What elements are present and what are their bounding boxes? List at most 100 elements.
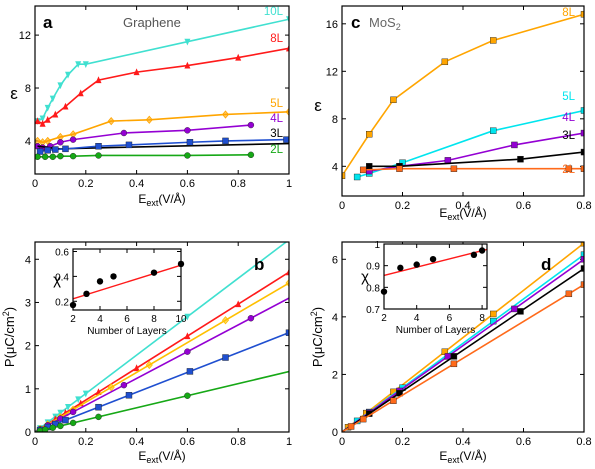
panel-d-label: d [541,255,551,274]
x-tick-label: 0.2 [395,436,410,448]
series-group [342,242,584,432]
series-label: 3L [562,130,575,142]
data-point [95,403,102,411]
data-point [44,146,51,154]
data-point [95,143,102,150]
y-tick-label: 12 [19,30,31,42]
data-point [342,172,346,180]
data-point [580,242,584,247]
data-point [184,313,191,321]
data-point [107,383,115,392]
inset-data-point [110,273,117,280]
data-point [490,127,497,134]
data-point [41,153,49,161]
x-tick-label: 6 [124,314,130,325]
y-tick-label: 16 [326,19,338,31]
y-axis-label: ε [10,84,18,103]
panel-d-mos2-polarization: 0 0.2 0.4 0.6 0.8 0 2 4 6 2 4 6 8 0.7 0.8 0.9 1 Number of… [309,240,592,465]
series-line [342,267,584,432]
data-point [35,153,41,161]
data-point [77,89,84,97]
data-point [580,251,584,258]
series-label: 3L [270,128,283,140]
x-axis-label: Eext(V/Å) [439,448,486,465]
data-point [62,416,69,424]
inset-background [384,244,487,309]
data-point [359,415,367,423]
data-point [580,11,584,18]
panel-a-label: a [43,13,53,32]
panel-c-title: MoS2 [369,15,401,32]
data-point [235,53,242,61]
data-point [49,424,56,431]
x-tick-label: 8 [151,314,157,325]
series-line [35,271,289,432]
series-line [37,154,251,158]
inset-data-point [83,290,90,298]
y-axis-label: ε [314,96,322,115]
data-point [184,348,191,355]
x-tick-label: 0.4 [129,178,144,190]
y-tick-label: 4 [25,254,31,266]
y-tick-label: 4 [332,312,338,324]
data-point [580,265,584,272]
x-tick-label: 0.2 [78,436,93,448]
data-point [145,360,153,370]
data-point [247,315,255,322]
x-tick-label: 0.6 [180,178,195,190]
data-point [184,332,191,340]
data-point [285,278,289,288]
x-tick-label: 0 [339,436,345,448]
data-point [35,117,41,125]
series-group [35,16,289,161]
data-point [36,148,44,155]
y-tick-label: 0 [25,427,31,439]
data-point [184,61,191,69]
data-point [57,422,64,430]
data-point [580,148,584,156]
panel-a-graphene-epsilon: 0 0.2 0.4 0.6 0.8 1 4 8 12 10L 8L 5L 4L 3L 2L Eext(V/Å)… [10,5,292,208]
data-point [69,419,77,427]
series-line [37,18,289,122]
x-tick-label: 0 [32,178,38,190]
data-point [133,364,140,372]
x-axis-label: Eext(V/Å) [439,205,486,222]
data-point [285,329,289,336]
x-tick-label: 4 [414,313,420,324]
inset-y-label: χ [361,269,369,286]
series-line [369,151,584,168]
data-point [57,82,64,90]
inset-x-label: Number of Layers [396,325,475,336]
data-point [49,153,56,161]
y-tick-label: 4 [25,136,31,148]
data-point [82,390,89,398]
data-point [184,392,191,399]
inset-data-point [478,247,486,254]
x-axis-label: Eext(V/Å) [138,191,185,208]
data-point [184,127,191,134]
inset-data-point [150,269,158,276]
y-tick-label: 8 [25,83,31,95]
data-point [145,115,153,124]
data-point [366,131,373,138]
series-line [35,297,289,432]
inset-x-label: Number of Layers [87,326,166,337]
series-line [342,283,584,432]
data-point [286,16,289,24]
series-label: 5L [562,91,575,103]
inset-data-point [429,255,437,263]
panel-c-label: c [351,13,360,32]
data-point [52,146,59,153]
data-point [133,68,140,76]
x-tick-label: 8 [479,313,485,324]
data-point [347,423,355,430]
inset-data-point [470,251,478,259]
data-point [82,61,89,69]
y-tick-label: 2 [332,369,338,381]
data-point [221,110,230,119]
data-point [580,281,584,288]
x-tick-label: 0.6 [516,200,531,212]
x-tick-label: 0 [32,436,38,448]
x-tick-label: 0.4 [455,436,470,448]
series-group [35,242,289,432]
